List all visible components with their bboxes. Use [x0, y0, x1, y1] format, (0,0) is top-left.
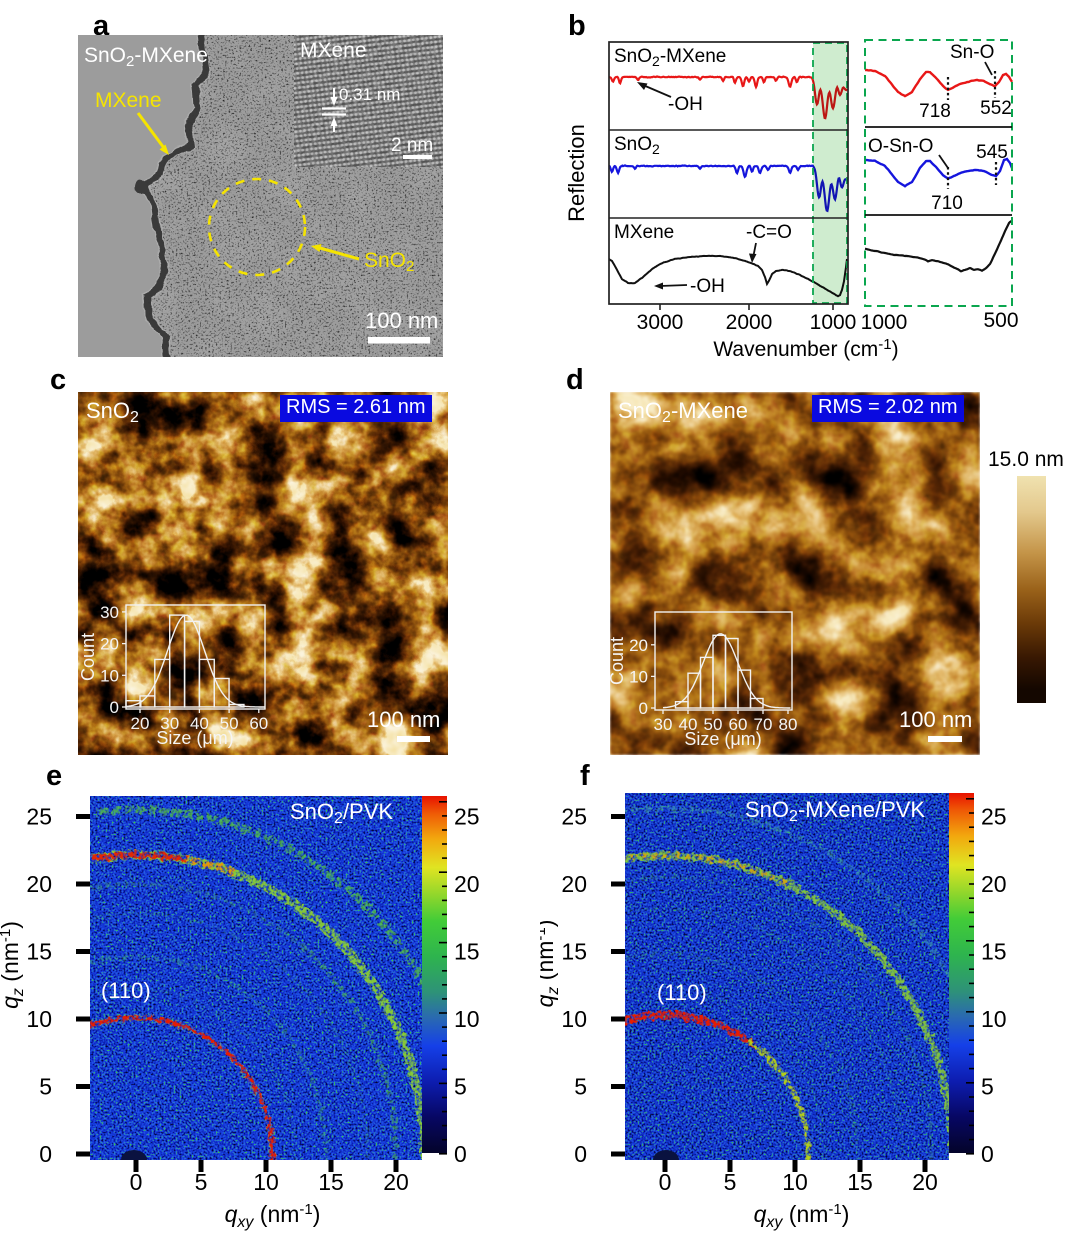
- svg-text:20: 20: [131, 714, 150, 733]
- svg-text:qz (nm-1): qz (nm-1): [540, 920, 562, 1008]
- svg-text:SnO2/PVK: SnO2/PVK: [290, 799, 393, 827]
- svg-text:10: 10: [629, 667, 648, 686]
- svg-text:20: 20: [383, 1169, 409, 1195]
- svg-text:2 nm: 2 nm: [391, 135, 433, 156]
- svg-text:25: 25: [561, 804, 587, 830]
- svg-text:25: 25: [454, 804, 480, 830]
- svg-text:20: 20: [26, 871, 52, 897]
- svg-text:SnO2: SnO2: [364, 249, 414, 275]
- svg-text:100 nm: 100 nm: [367, 707, 440, 732]
- svg-text:Size (μm): Size (μm): [156, 728, 233, 748]
- svg-text:20: 20: [454, 871, 480, 897]
- svg-text:(110): (110): [657, 980, 707, 1005]
- svg-text:SnO2-MXene/PVK: SnO2-MXene/PVK: [745, 797, 925, 825]
- svg-text:20: 20: [561, 871, 587, 897]
- svg-text:3000: 3000: [637, 311, 684, 334]
- svg-text:Reflection: Reflection: [564, 124, 589, 222]
- svg-text:10: 10: [782, 1169, 808, 1195]
- svg-text:15: 15: [454, 939, 480, 965]
- svg-text:40: 40: [190, 714, 209, 733]
- svg-text:50: 50: [704, 715, 723, 734]
- svg-text:Count: Count: [610, 637, 627, 685]
- svg-text:1000: 1000: [810, 311, 857, 334]
- svg-text:5: 5: [195, 1169, 208, 1195]
- svg-text:5: 5: [454, 1074, 467, 1100]
- svg-text:1000: 1000: [861, 311, 908, 334]
- svg-text:-OH: -OH: [690, 276, 725, 297]
- svg-text:15: 15: [847, 1169, 873, 1195]
- svg-text:0: 0: [639, 699, 648, 718]
- svg-text:15: 15: [26, 939, 52, 965]
- svg-text:0: 0: [39, 1141, 52, 1167]
- svg-text:0: 0: [130, 1169, 143, 1195]
- svg-text:15: 15: [561, 939, 587, 965]
- svg-text:10: 10: [561, 1006, 587, 1032]
- svg-text:100 nm: 100 nm: [365, 308, 438, 333]
- svg-text:5: 5: [724, 1169, 737, 1195]
- svg-text:70: 70: [754, 715, 773, 734]
- svg-text:Size (μm): Size (μm): [684, 729, 761, 749]
- svg-text:30: 30: [654, 715, 673, 734]
- svg-text:MXene: MXene: [614, 222, 674, 243]
- svg-text:100 nm: 100 nm: [899, 707, 972, 732]
- svg-text:SnO2-MXene: SnO2-MXene: [84, 44, 208, 70]
- svg-text:710: 710: [931, 193, 963, 214]
- svg-text:60: 60: [249, 714, 268, 733]
- svg-text:0: 0: [110, 698, 119, 717]
- svg-text:-OH: -OH: [668, 94, 703, 115]
- svg-text:MXene: MXene: [95, 89, 162, 112]
- svg-text:20: 20: [629, 636, 648, 655]
- svg-text:10: 10: [981, 1006, 1007, 1032]
- svg-text:500: 500: [983, 309, 1018, 332]
- svg-text:O-Sn-O: O-Sn-O: [868, 136, 933, 157]
- svg-text:Count: Count: [78, 633, 98, 681]
- svg-text:50: 50: [220, 714, 239, 733]
- svg-text:10: 10: [253, 1169, 279, 1195]
- svg-text:qxy (nm-1): qxy (nm-1): [754, 1201, 850, 1231]
- svg-text:80: 80: [779, 715, 798, 734]
- svg-text:30: 30: [160, 714, 179, 733]
- svg-text:0.31 nm: 0.31 nm: [339, 85, 400, 104]
- svg-text:20: 20: [912, 1169, 938, 1195]
- svg-text:5: 5: [39, 1074, 52, 1100]
- svg-text:30: 30: [100, 603, 119, 622]
- svg-text:0: 0: [454, 1141, 467, 1167]
- svg-text:0: 0: [981, 1141, 994, 1167]
- svg-text:15: 15: [318, 1169, 344, 1195]
- svg-text:15: 15: [981, 939, 1007, 965]
- svg-text:5: 5: [981, 1074, 994, 1100]
- svg-text:2000: 2000: [726, 311, 773, 334]
- svg-text:0: 0: [659, 1169, 672, 1195]
- svg-text:qxy (nm-1): qxy (nm-1): [225, 1201, 321, 1231]
- svg-text:0: 0: [574, 1141, 587, 1167]
- svg-text:552: 552: [980, 98, 1012, 119]
- svg-text:10: 10: [100, 666, 119, 685]
- svg-text:Sn-O: Sn-O: [950, 42, 994, 63]
- svg-text:5: 5: [574, 1074, 587, 1100]
- svg-text:qz (nm-1): qz (nm-1): [0, 921, 27, 1009]
- svg-text:20: 20: [981, 871, 1007, 897]
- svg-text:MXene: MXene: [300, 39, 367, 62]
- svg-text:SnO2: SnO2: [614, 134, 660, 157]
- svg-text:545: 545: [976, 142, 1008, 163]
- svg-text:SnO2-MXene: SnO2-MXene: [614, 46, 726, 69]
- svg-text:(110): (110): [101, 978, 151, 1003]
- svg-text:40: 40: [679, 715, 698, 734]
- svg-text:20: 20: [100, 635, 119, 654]
- svg-text:-C=O: -C=O: [746, 222, 792, 243]
- svg-text:25: 25: [981, 804, 1007, 830]
- svg-text:SnO2-MXene: SnO2-MXene: [618, 398, 748, 426]
- svg-text:10: 10: [26, 1006, 52, 1032]
- svg-text:718: 718: [919, 101, 951, 122]
- svg-text:Wavenumber (cm-1): Wavenumber (cm-1): [713, 336, 898, 361]
- svg-text:10: 10: [454, 1006, 480, 1032]
- svg-text:25: 25: [26, 804, 52, 830]
- svg-text:60: 60: [729, 715, 748, 734]
